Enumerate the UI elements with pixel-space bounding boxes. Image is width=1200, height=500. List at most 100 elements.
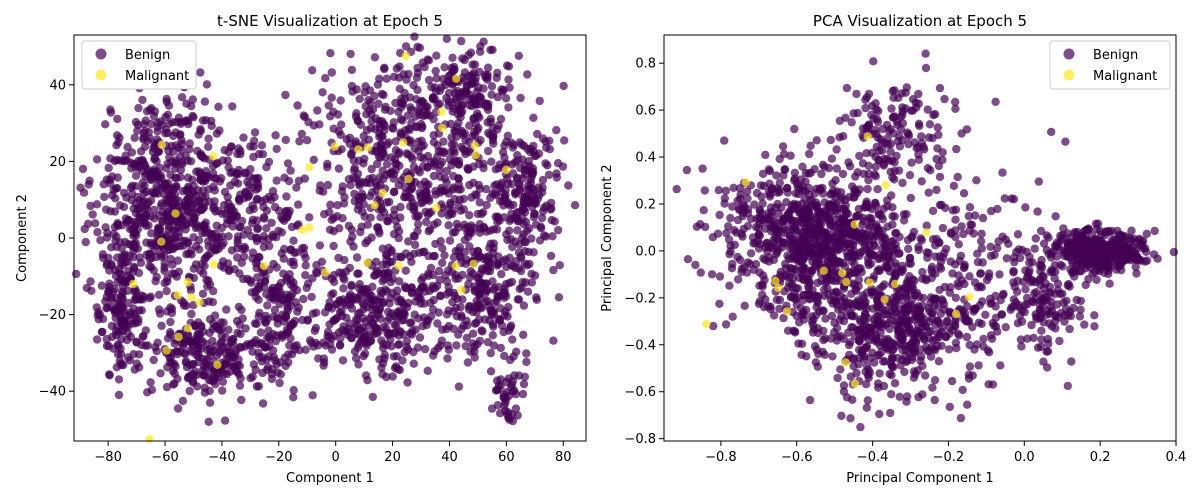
point-benign: [113, 114, 122, 124]
point-benign: [479, 84, 488, 93]
point-benign: [865, 250, 875, 259]
point-benign: [347, 304, 357, 313]
point-benign: [516, 93, 525, 103]
point-benign: [326, 112, 335, 121]
point-benign: [874, 210, 883, 219]
point-benign: [1021, 203, 1030, 212]
point-benign: [403, 111, 413, 120]
point-benign: [836, 188, 846, 197]
point-benign: [482, 253, 491, 262]
point-benign: [114, 342, 123, 351]
point-malignant: [305, 223, 314, 232]
point-benign: [246, 276, 255, 285]
point-benign: [821, 314, 830, 323]
point-benign: [166, 317, 175, 327]
point-benign: [418, 321, 427, 331]
point-benign: [1084, 224, 1093, 233]
point-benign: [539, 231, 549, 240]
point-benign: [720, 136, 729, 145]
point-benign: [696, 220, 705, 229]
point-benign: [316, 181, 325, 190]
point-malignant: [457, 285, 466, 295]
point-benign: [376, 314, 385, 323]
point-benign: [81, 237, 90, 247]
point-benign: [342, 135, 351, 144]
point-benign: [798, 199, 807, 208]
point-benign: [407, 289, 416, 298]
point-benign: [87, 286, 96, 295]
point-benign: [748, 233, 758, 242]
point-benign: [426, 157, 435, 166]
point-malignant: [187, 293, 196, 302]
point-benign: [987, 334, 997, 343]
point-benign: [86, 201, 95, 211]
point-benign: [492, 225, 502, 234]
point-benign: [464, 50, 473, 60]
point-benign: [379, 90, 388, 100]
point-benign: [1142, 247, 1151, 256]
point-benign: [377, 336, 386, 345]
point-benign: [925, 327, 934, 337]
point-benign: [911, 337, 921, 347]
point-benign: [129, 246, 138, 255]
point-benign: [203, 282, 212, 291]
point-benign: [267, 369, 277, 379]
point-benign: [887, 390, 896, 399]
x-axis-ticks: −80 −60 −40 −20 0 20 40 60 80: [94, 441, 572, 465]
point-benign: [311, 323, 321, 333]
point-benign: [805, 278, 814, 287]
point-benign: [1063, 229, 1072, 238]
point-benign: [544, 170, 554, 180]
point-benign: [164, 224, 173, 233]
point-benign: [450, 148, 459, 158]
point-benign: [418, 198, 427, 207]
point-benign: [945, 402, 954, 412]
point-benign: [810, 165, 819, 174]
point-benign: [153, 127, 162, 136]
point-benign: [162, 286, 171, 296]
point-benign: [433, 319, 442, 328]
point-benign: [519, 192, 528, 202]
point-benign: [281, 312, 291, 321]
point-benign: [504, 326, 514, 335]
point-benign: [811, 202, 820, 211]
point-benign: [861, 202, 871, 211]
point-benign: [826, 248, 835, 257]
point-benign: [404, 237, 413, 246]
point-benign: [840, 216, 850, 226]
point-benign: [917, 177, 926, 186]
point-benign: [925, 120, 935, 129]
point-benign: [852, 89, 861, 99]
point-benign: [278, 214, 287, 224]
point-benign: [490, 284, 499, 293]
point-benign: [219, 318, 228, 327]
point-benign: [330, 315, 339, 325]
point-benign: [522, 349, 531, 358]
point-benign: [512, 347, 521, 356]
point-benign: [682, 165, 692, 175]
point-benign: [128, 319, 137, 328]
point-benign: [119, 202, 129, 212]
point-benign: [441, 271, 450, 280]
point-benign: [436, 291, 445, 301]
point-benign: [270, 305, 280, 315]
point-benign: [524, 157, 533, 166]
point-benign: [804, 208, 813, 217]
point-benign: [456, 93, 465, 103]
point-benign: [843, 224, 852, 233]
point-benign: [294, 200, 303, 209]
point-benign: [354, 360, 363, 369]
point-benign: [542, 143, 551, 152]
point-benign: [178, 396, 188, 406]
point-benign: [385, 299, 394, 308]
y-tick-label: −40: [39, 385, 66, 400]
point-benign: [872, 201, 881, 211]
point-benign: [914, 119, 924, 128]
y-tick-label: 20: [49, 155, 66, 170]
point-benign: [890, 379, 900, 388]
point-benign: [489, 341, 499, 350]
point-benign: [168, 117, 177, 127]
point-benign: [489, 129, 498, 139]
point-benign: [852, 212, 861, 221]
point-benign: [1091, 259, 1100, 268]
